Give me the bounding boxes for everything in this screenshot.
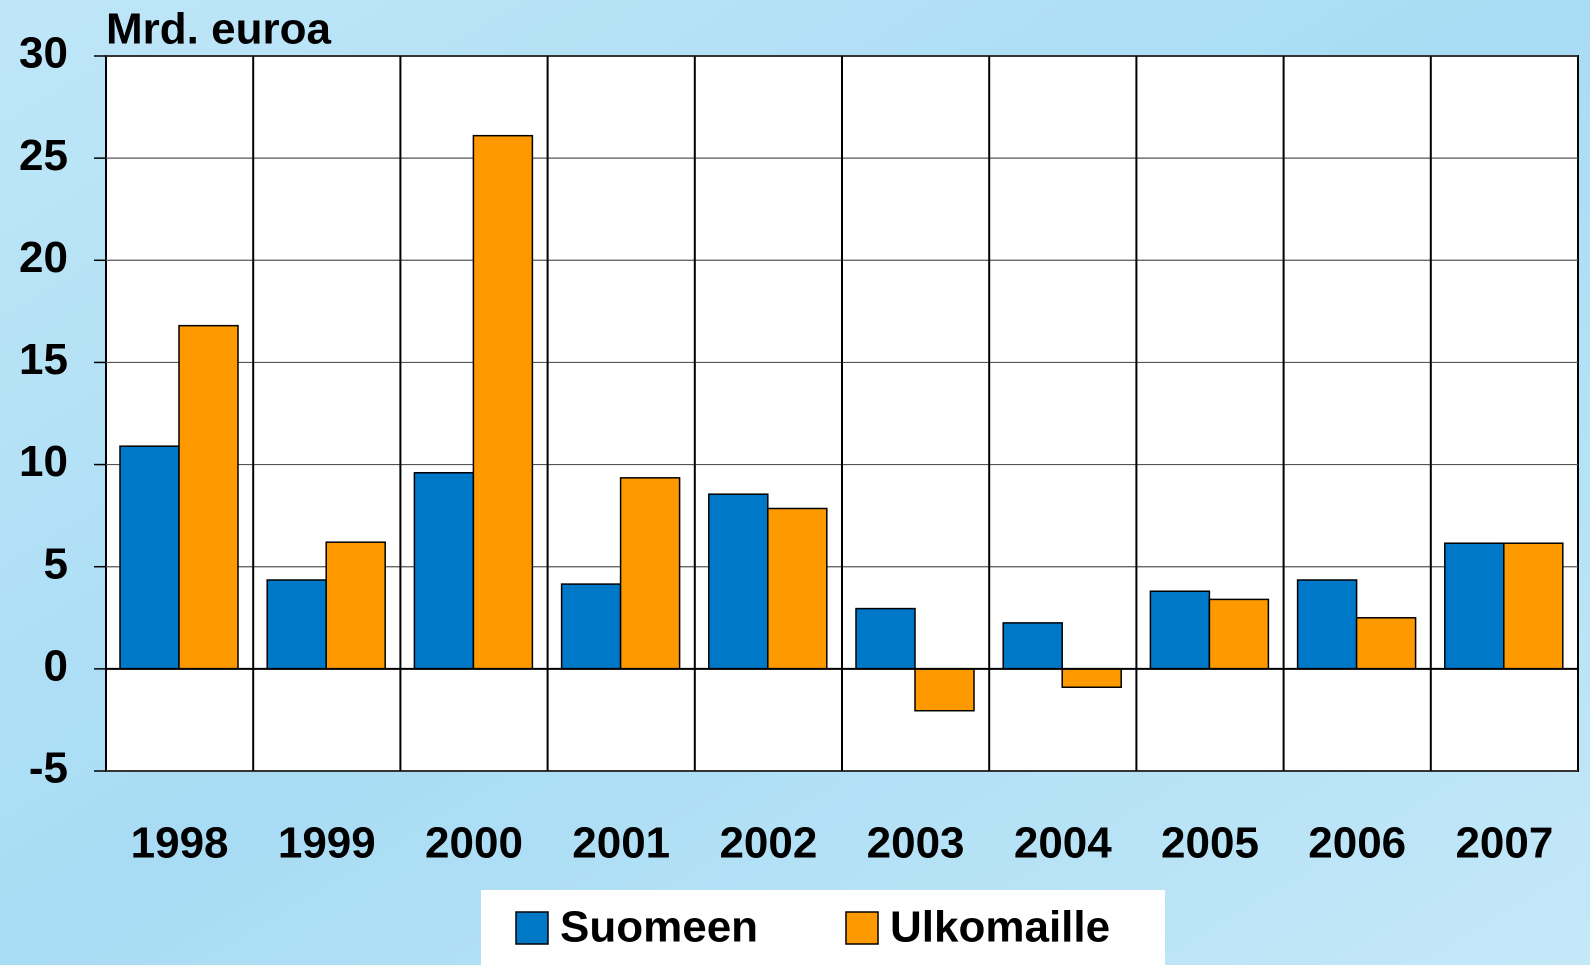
x-tick-label: 1998 — [131, 819, 229, 868]
bar — [413, 471, 475, 670]
bar — [1149, 590, 1211, 670]
x-tick-label: 2000 — [425, 819, 523, 868]
bar — [708, 493, 769, 670]
bar — [1296, 579, 1358, 670]
y-tick-label: 15 — [19, 335, 68, 384]
bar — [560, 583, 622, 670]
bar — [178, 324, 239, 670]
y-tick-label: 25 — [19, 131, 68, 180]
bar — [1355, 617, 1417, 670]
y-tick-label: 0 — [44, 641, 68, 690]
x-tick-label: 2003 — [867, 819, 965, 868]
legend-label: Ulkomaille — [890, 903, 1110, 952]
x-tick-label: 2006 — [1308, 819, 1406, 868]
bar — [914, 668, 975, 712]
x-tick-label: 2007 — [1455, 819, 1553, 868]
legend-label: Suomeen — [560, 903, 758, 952]
bar — [1061, 668, 1122, 688]
x-tick-label: 2005 — [1161, 819, 1259, 868]
bar — [855, 607, 916, 670]
bar — [266, 579, 327, 670]
x-tick-label: 1999 — [278, 819, 376, 868]
bar — [472, 134, 534, 670]
bar — [119, 445, 180, 670]
legend — [481, 890, 1165, 965]
y-tick-label: 20 — [19, 233, 68, 282]
y-tick-label: 30 — [19, 29, 68, 78]
bar — [1002, 622, 1063, 670]
x-tick-label: 2004 — [1014, 819, 1112, 868]
x-tick-label: 2001 — [572, 819, 670, 868]
bar — [325, 541, 386, 670]
bar — [619, 477, 681, 670]
y-tick-label: 5 — [44, 539, 68, 588]
bar — [767, 507, 828, 670]
bar — [1444, 542, 1505, 670]
y-tick-label: -5 — [29, 744, 68, 793]
legend-swatch — [515, 911, 549, 945]
y-axis-label: Mrd. euroa — [106, 5, 331, 54]
x-tick-label: 2002 — [719, 819, 817, 868]
y-tick-label: 10 — [19, 437, 68, 486]
legend-swatch — [845, 911, 879, 945]
bar — [1208, 598, 1270, 670]
bar — [1503, 542, 1564, 670]
